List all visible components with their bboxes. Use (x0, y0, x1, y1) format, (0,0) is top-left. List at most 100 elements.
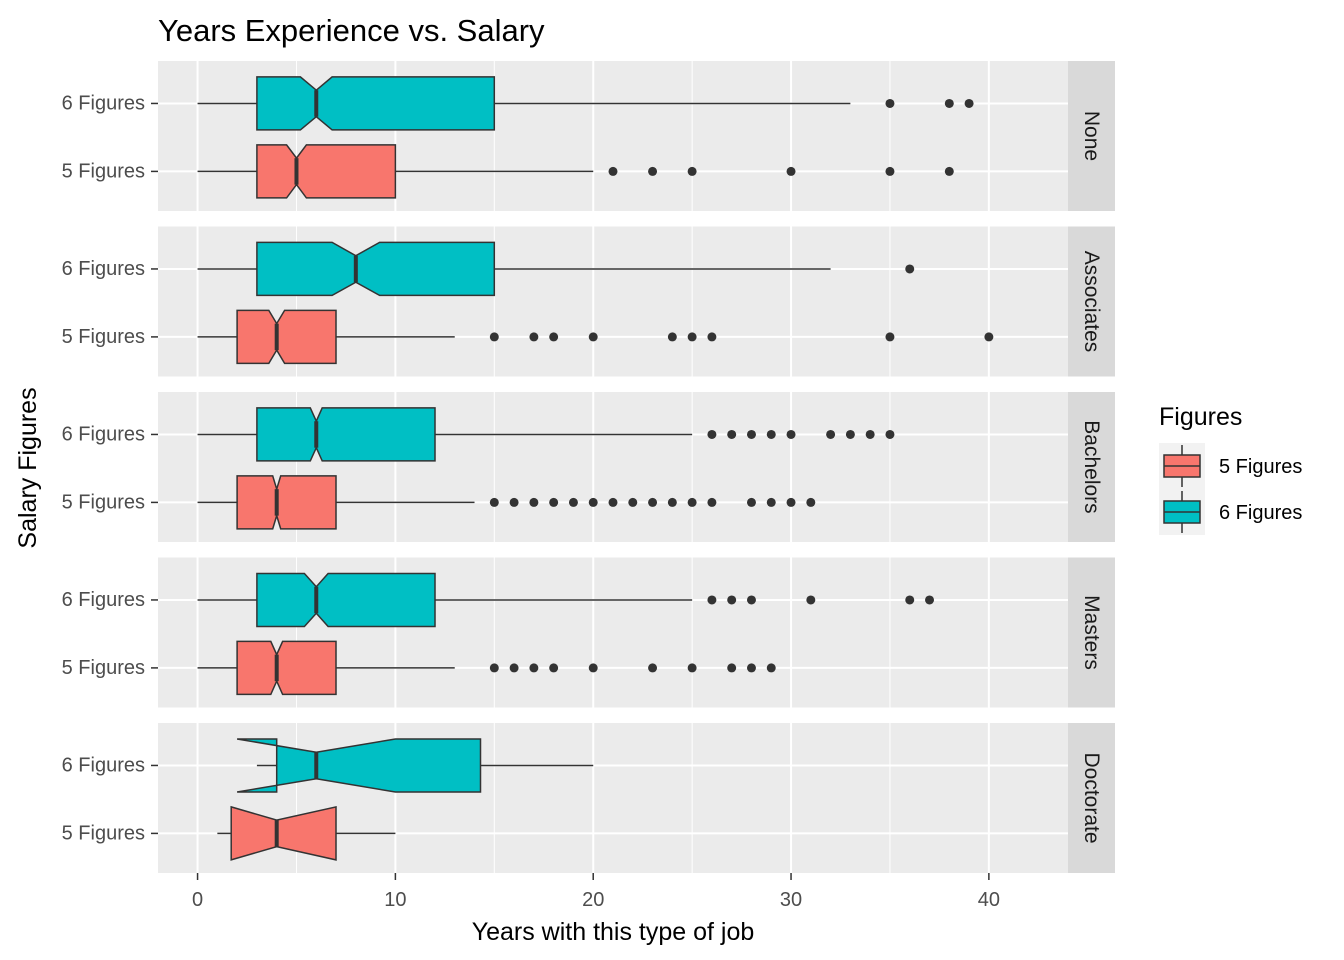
notched-box (256, 407, 436, 462)
facet-panels: None 6 Figures 5 Figures Associates 6 Figure… (62, 61, 1115, 873)
notched-box (230, 805, 337, 861)
box-6-figures (197, 572, 935, 628)
box-6-figures (236, 738, 594, 793)
notched-box (236, 640, 337, 696)
outlier-point (826, 429, 836, 439)
outlier-point (806, 595, 816, 605)
legend: Figures 5 Figures 6 Figures (1159, 403, 1302, 535)
outlier-point (687, 497, 697, 507)
box-5-figures (197, 309, 994, 365)
y-tick-label: 5 Figures (62, 657, 145, 679)
outlier-point (786, 166, 796, 176)
notched-box (236, 475, 337, 530)
x-axis: 0 10 20 30 40 (192, 873, 1000, 911)
outlier-point (766, 663, 776, 673)
notched-box (256, 572, 436, 628)
outlier-point (944, 98, 954, 108)
outlier-point (588, 497, 598, 507)
outlier-point (984, 332, 994, 342)
outlier-point (667, 497, 677, 507)
outlier-point (727, 595, 737, 605)
y-tick-label: 6 Figures (62, 754, 145, 776)
outlier-point (588, 663, 598, 673)
legend-label: 5 Figures (1219, 456, 1302, 478)
notched-box (256, 241, 496, 297)
outlier-point (865, 429, 875, 439)
outlier-point (707, 595, 717, 605)
x-tick-label: 10 (384, 889, 406, 911)
outlier-point (746, 663, 756, 673)
facet-panel-doctorate: Doctorate 6 Figures 5 Figures (62, 723, 1115, 873)
outlier-point (608, 497, 618, 507)
strip-background (1068, 61, 1115, 211)
outlier-point (707, 332, 717, 342)
outlier-point (489, 663, 499, 673)
strip-label: Associates (1080, 251, 1103, 353)
x-tick-label: 20 (582, 889, 604, 911)
box-5-figures (197, 640, 776, 696)
y-tick-label: 5 Figures (62, 491, 145, 513)
outlier-point (687, 663, 697, 673)
outlier-point (944, 166, 954, 176)
y-tick-label: 5 Figures (62, 160, 145, 182)
outlier-point (964, 98, 974, 108)
outlier-point (746, 595, 756, 605)
y-tick-label: 6 Figures (62, 589, 145, 611)
outlier-point (707, 497, 717, 507)
outlier-point (608, 166, 618, 176)
strip-background (1068, 723, 1115, 873)
outlier-point (786, 429, 796, 439)
outlier-point (766, 497, 776, 507)
outlier-point (549, 497, 559, 507)
outlier-point (648, 497, 658, 507)
notched-box (256, 144, 397, 199)
outlier-point (905, 595, 915, 605)
outlier-point (925, 595, 935, 605)
outlier-point (746, 429, 756, 439)
x-tick-label: 0 (192, 889, 203, 911)
strip-label: None (1080, 111, 1103, 161)
strip-background (1068, 392, 1115, 542)
outlier-point (489, 332, 499, 342)
x-tick-label: 30 (780, 889, 802, 911)
outlier-point (806, 497, 816, 507)
outlier-point (707, 429, 717, 439)
outlier-point (568, 497, 578, 507)
facet-panel-none: None 6 Figures 5 Figures (62, 61, 1115, 211)
outlier-point (885, 429, 895, 439)
strip-background (1068, 226, 1115, 377)
y-tick-label: 6 Figures (62, 258, 145, 280)
facet-panel-masters: Masters 6 Figures 5 Figures (62, 557, 1115, 708)
outlier-point (667, 332, 677, 342)
outlier-point (727, 429, 737, 439)
outlier-point (766, 429, 776, 439)
y-tick-label: 5 Figures (62, 326, 145, 348)
outlier-point (885, 166, 895, 176)
outlier-point (687, 166, 697, 176)
notched-box (236, 309, 337, 365)
outlier-point (845, 429, 855, 439)
strip-label: Doctorate (1080, 752, 1103, 843)
y-tick-label: 6 Figures (62, 92, 145, 114)
strip-background (1068, 557, 1115, 708)
outlier-point (885, 98, 895, 108)
y-tick-label: 6 Figures (62, 423, 145, 445)
outlier-point (549, 332, 559, 342)
notched-box (256, 76, 496, 131)
outlier-point (628, 497, 638, 507)
x-axis-title: Years with this type of job (472, 918, 755, 946)
outlier-point (905, 264, 915, 274)
strip-label: Bachelors (1080, 420, 1103, 513)
outlier-point (687, 332, 697, 342)
legend-title: Figures (1159, 403, 1242, 431)
box-6-figures (197, 241, 915, 297)
outlier-point (549, 663, 559, 673)
outlier-point (509, 663, 519, 673)
outlier-point (746, 497, 756, 507)
box-6-figures (197, 76, 974, 131)
outlier-point (648, 663, 658, 673)
outlier-point (885, 332, 895, 342)
box-6-figures (197, 407, 895, 462)
y-axis-title: Salary Figures (14, 387, 42, 548)
outlier-point (509, 497, 519, 507)
